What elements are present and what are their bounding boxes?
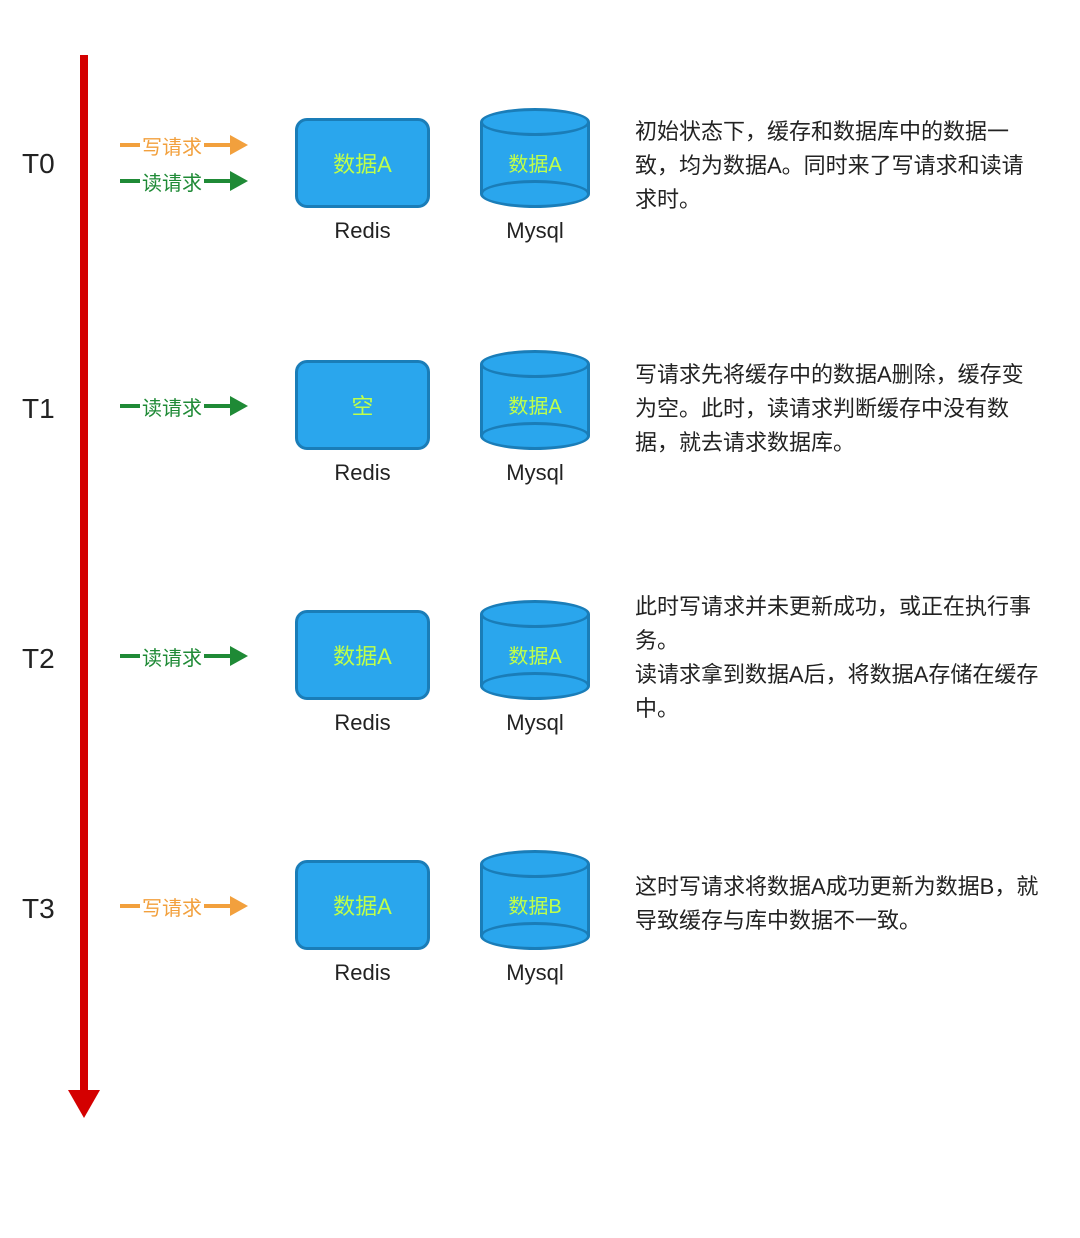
redis-node-t2: 数据A [295,610,430,700]
mysql-content-t3: 数据B [480,890,590,919]
mysql-content-t2: 数据A [480,640,590,669]
read-request-label: 读请求 [140,642,204,671]
diagram-canvas: T0 写请求 读请求 数据A Redis 数据A Mysql 初始状态下，缓存和… [0,0,1080,1238]
redis-label-t1: Redis [295,460,430,486]
redis-node-t1: 空 [295,360,430,450]
mysql-node-t3: 数据B [480,850,590,950]
read-request-arrow-t1: 读请求 [120,393,248,419]
redis-content-t3: 数据A [333,889,392,921]
arrow-head-icon [230,135,248,155]
description-t3: 这时写请求将数据A成功更新为数据B，就导致缓存与库中数据不一致。 [635,870,1045,938]
description-t2: 此时写请求并未更新成功，或正在执行事务。 读请求拿到数据A后，将数据A存储在缓存… [635,590,1045,726]
read-request-arrow-t2: 读请求 [120,643,248,669]
arrow-head-icon [230,646,248,666]
redis-node-t0: 数据A [295,118,430,208]
description-t0: 初始状态下，缓存和数据库中的数据一致，均为数据A。同时来了写请求和读请求时。 [635,115,1045,217]
redis-content-t0: 数据A [333,147,392,179]
redis-label-t2: Redis [295,710,430,736]
time-label-t1: T1 [22,393,55,425]
time-label-t2: T2 [22,643,55,675]
read-request-label: 读请求 [140,392,204,421]
time-label-t0: T0 [22,148,55,180]
mysql-content-t1: 数据A [480,390,590,419]
read-request-label: 读请求 [140,167,204,196]
redis-content-t1: 空 [351,389,373,421]
mysql-content-t0: 数据A [480,148,590,177]
time-label-t3: T3 [22,893,55,925]
redis-label-t0: Redis [295,218,430,244]
timeline-axis [80,55,88,1095]
redis-label-t3: Redis [295,960,430,986]
mysql-label-t0: Mysql [480,218,590,244]
write-request-label: 写请求 [140,131,204,160]
mysql-label-t3: Mysql [480,960,590,986]
write-request-label: 写请求 [140,892,204,921]
mysql-label-t2: Mysql [480,710,590,736]
mysql-label-t1: Mysql [480,460,590,486]
arrow-head-icon [230,396,248,416]
write-request-arrow-t0: 写请求 [120,132,248,158]
mysql-node-t1: 数据A [480,350,590,450]
mysql-node-t0: 数据A [480,108,590,208]
redis-node-t3: 数据A [295,860,430,950]
timeline-arrowhead-icon [68,1090,100,1118]
redis-content-t2: 数据A [333,639,392,671]
description-t1: 写请求先将缓存中的数据A删除，缓存变为空。此时，读请求判断缓存中没有数据，就去请… [635,358,1045,460]
mysql-node-t2: 数据A [480,600,590,700]
arrow-head-icon [230,896,248,916]
write-request-arrow-t3: 写请求 [120,893,248,919]
arrow-head-icon [230,171,248,191]
read-request-arrow-t0: 读请求 [120,168,248,194]
